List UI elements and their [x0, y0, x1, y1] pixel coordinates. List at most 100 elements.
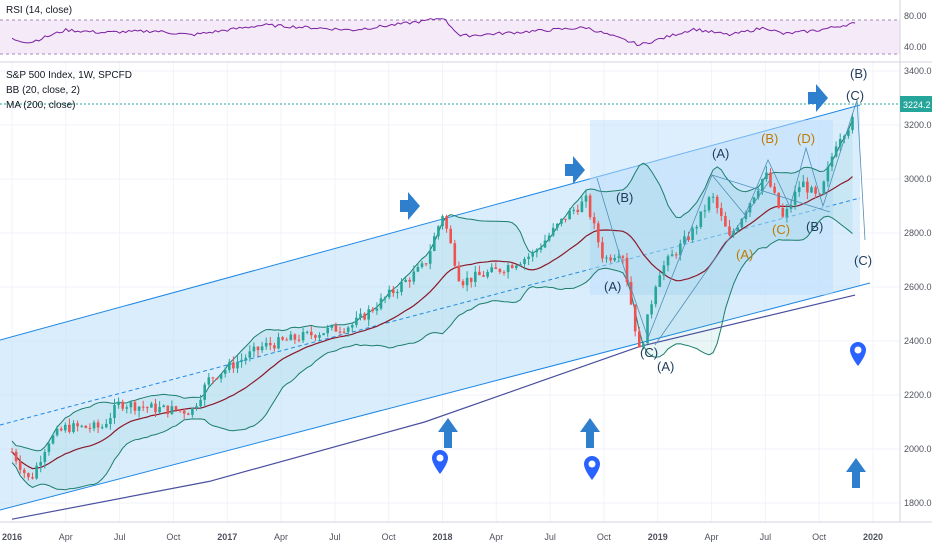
- candle-body: [691, 228, 694, 240]
- time-tick-label: 2016: [2, 532, 22, 542]
- candle-body: [392, 289, 395, 294]
- candle-body: [408, 279, 411, 282]
- candle-body: [720, 208, 723, 216]
- candle-body: [806, 181, 809, 193]
- candle-body: [732, 231, 735, 236]
- candle-body: [633, 304, 637, 332]
- candle-body: [654, 286, 657, 305]
- candle-body: [256, 346, 260, 351]
- candle-body: [625, 257, 629, 283]
- candle-body: [154, 403, 157, 413]
- candle-body: [695, 226, 698, 229]
- candle-body: [64, 424, 67, 431]
- candle-body: [830, 156, 834, 167]
- location-pin-icon: [850, 342, 866, 366]
- candle-body: [219, 373, 223, 379]
- candle-body: [187, 413, 190, 415]
- candle-body: [543, 240, 547, 248]
- candle-body: [535, 249, 539, 253]
- candle-body: [338, 331, 342, 333]
- arrow-up-icon: [580, 418, 600, 448]
- time-tick-label: Apr: [705, 532, 719, 542]
- candle-body: [761, 179, 764, 191]
- wave-line-a: [711, 174, 831, 213]
- time-tick-label: Jul: [329, 532, 341, 542]
- candle-body: [248, 351, 252, 358]
- candle-body: [478, 271, 481, 276]
- candle-body: [810, 187, 813, 193]
- candle-body: [351, 325, 354, 328]
- candle-body: [638, 331, 641, 348]
- candle-body: [297, 339, 301, 341]
- candle-body: [404, 279, 407, 282]
- candle-body: [433, 236, 436, 251]
- wave-line-b: [654, 179, 771, 346]
- candle-body: [55, 428, 59, 436]
- candle-body: [547, 235, 551, 241]
- wave-label-orange-b: (B): [761, 131, 778, 146]
- candle-body: [420, 263, 424, 267]
- candle-body: [92, 422, 96, 429]
- candle-body: [133, 402, 137, 411]
- candle-body: [199, 399, 202, 407]
- candle-body: [707, 197, 711, 211]
- wave-label-c-low: (C): [640, 345, 658, 360]
- candle-body: [264, 342, 268, 347]
- projection-box: [590, 120, 833, 295]
- price-axis-ticks: 3400.0 3200.0 3000.0 2800.0 2600.0 2400.0 2200…: [904, 66, 932, 508]
- candle-body: [396, 291, 399, 294]
- candle-body: [379, 298, 383, 309]
- wave-label-orange-d: (D): [797, 131, 815, 146]
- candle-body: [203, 384, 206, 400]
- candle-body: [318, 335, 321, 338]
- candle-body: [605, 257, 608, 259]
- candle-body: [228, 362, 231, 370]
- candle-body: [363, 313, 366, 320]
- candle-body: [121, 401, 124, 409]
- candle-body: [851, 117, 854, 131]
- candle-body: [252, 346, 256, 352]
- candle-body: [367, 309, 370, 320]
- candle-body: [412, 271, 416, 282]
- candle-body: [35, 465, 38, 479]
- candle-body: [293, 334, 297, 340]
- wave-label-orange-a: (A): [736, 247, 753, 262]
- candle-body: [502, 271, 506, 273]
- wave-labels: (A) (B) (C) (A) (A) (B) (D) (A) (C) (B) …: [604, 66, 872, 374]
- time-tick-label: Apr: [274, 532, 288, 542]
- candle-body: [31, 477, 34, 479]
- candle-body: [748, 203, 752, 213]
- candle-body: [592, 217, 596, 224]
- time-tick-label: 2017: [217, 532, 237, 542]
- rsi-band: [0, 20, 900, 54]
- candle-body: [789, 204, 793, 209]
- time-tick-label: Jul: [760, 532, 772, 542]
- candle-body: [109, 418, 112, 424]
- candle-body: [158, 407, 161, 413]
- candle-body: [178, 410, 182, 412]
- rsi-panel: RSI (14, close) 80.00 40.00: [0, 5, 927, 55]
- rsi-tick-80: 80.00: [904, 11, 927, 21]
- candle-body: [572, 209, 575, 211]
- candle-body: [355, 317, 358, 326]
- arrow-right-icon: [400, 192, 420, 220]
- candle-body: [113, 404, 116, 419]
- wave-label-a-2018: (A): [604, 279, 621, 294]
- wave-label-a-2019: (A): [712, 146, 729, 161]
- price-tick-label: 2000.0: [904, 444, 932, 454]
- candle-body: [18, 461, 22, 470]
- price-tag-text: 3224.2: [903, 100, 931, 110]
- time-tick-label: 2020: [863, 532, 883, 542]
- channel-lower-line: [0, 282, 871, 511]
- candle-body: [215, 378, 219, 380]
- candle-body: [797, 187, 801, 192]
- candle-body: [301, 331, 305, 341]
- candle-body: [310, 331, 313, 336]
- candle-body: [597, 223, 600, 243]
- candle-body: [838, 139, 842, 147]
- candle-body: [539, 247, 543, 250]
- rsi-tick-40: 40.00: [904, 42, 927, 52]
- candle-body: [244, 357, 247, 360]
- candle-body: [375, 308, 379, 311]
